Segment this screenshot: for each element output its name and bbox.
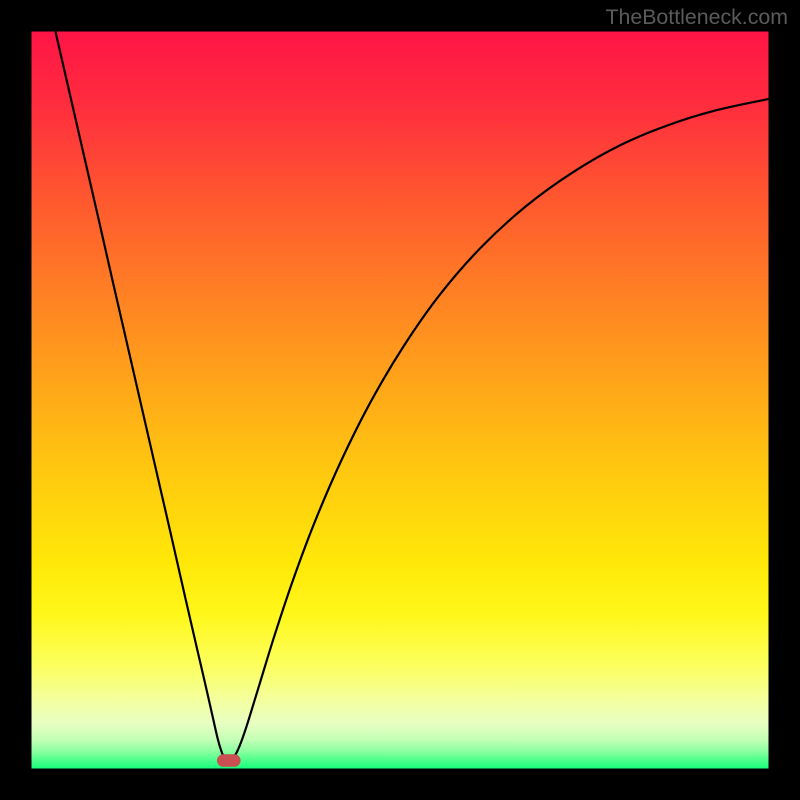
gradient-background <box>31 31 769 769</box>
watermark-text: TheBottleneck.com <box>605 5 788 30</box>
optimal-point-marker <box>217 754 241 767</box>
bottleneck-curve-plot <box>31 31 769 769</box>
chart-canvas: TheBottleneck.com <box>0 0 800 800</box>
